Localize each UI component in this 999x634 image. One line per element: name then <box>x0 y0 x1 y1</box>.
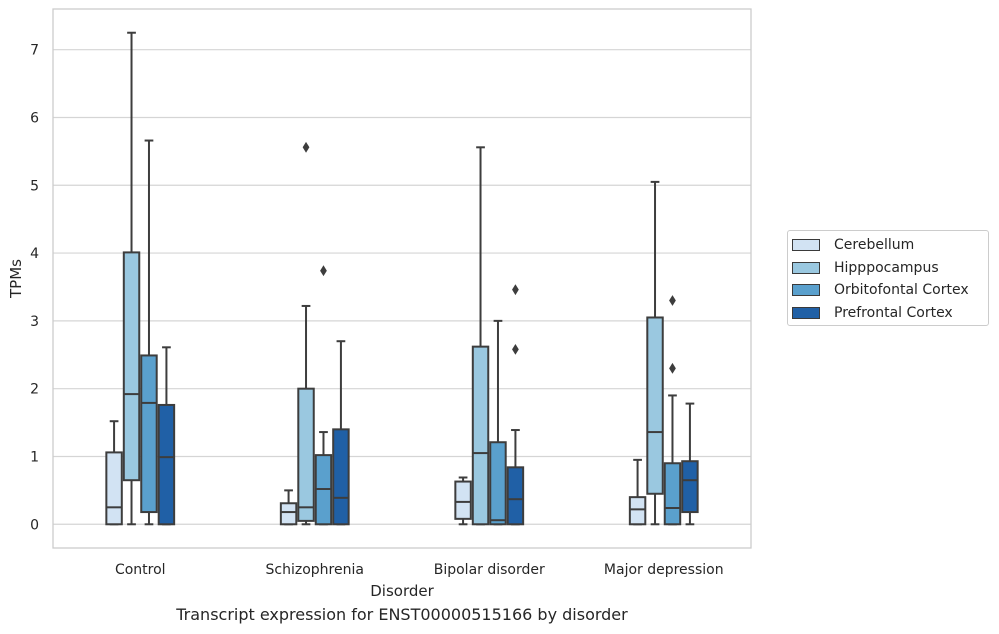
box-schizophrenia-orbitofontal-cortex <box>314 265 333 526</box>
box-groups <box>105 31 699 526</box>
legend-item: Hipppocampus <box>792 259 939 277</box>
plot-frame <box>52 8 752 549</box>
box-major-depression-cerebellum <box>628 458 647 526</box>
legend-label: Orbitofontal Cortex <box>834 282 969 299</box>
legend-swatch <box>792 284 820 297</box>
x-tick-label: Major depression <box>604 562 724 578</box>
box-body <box>140 354 158 514</box>
y-tick-label: 1 <box>30 449 39 465</box>
y-tick-labels: 0 1 2 3 4 5 6 7 <box>30 43 39 534</box>
y-tick-label: 6 <box>30 110 39 126</box>
legend-label: Hipppocampus <box>834 259 939 276</box>
box-schizophrenia-hipppocampus <box>297 141 315 526</box>
box-body <box>506 466 525 526</box>
legend: Cerebellum Hipppocampus Orbitofontal Corte… <box>787 230 989 326</box>
box-schizophrenia-prefrontal-cortex <box>332 340 350 526</box>
box-body <box>454 480 472 520</box>
x-axis-label: Disorder <box>370 582 434 600</box>
box-bipolar-disorder-hipppocampus <box>471 146 490 526</box>
y-tick-label: 3 <box>30 314 39 330</box>
outlier-point <box>302 141 310 153</box>
y-axis-label: TPMs <box>7 259 25 299</box>
box-body <box>663 462 682 526</box>
box-body <box>471 345 490 526</box>
box-body <box>332 428 350 526</box>
x-tick-label: Bipolar disorder <box>434 562 545 578</box>
outlier-point <box>512 284 519 296</box>
outlier-point <box>669 362 676 374</box>
x-tick-labels: Control Schizophrenia Bipolar disorder Majo… <box>115 562 724 578</box>
box-body <box>157 403 176 526</box>
legend-label: Cerebellum <box>834 237 915 253</box>
y-tick-label: 5 <box>30 178 39 194</box>
y-tick-label: 2 <box>30 382 39 398</box>
outlier-point <box>320 265 327 277</box>
outlier-point <box>512 343 519 355</box>
legend-label: Prefrontal Cortex <box>834 304 953 321</box>
legend-item: Cerebellum <box>792 236 914 254</box>
legend-swatch <box>792 306 820 319</box>
box-body <box>297 387 315 522</box>
box-body <box>489 441 507 526</box>
y-tick-label: 4 <box>30 246 39 262</box>
legend-swatch <box>792 239 820 251</box>
box-body <box>628 496 647 526</box>
box-body <box>681 460 699 514</box>
box-bipolar-disorder-prefrontal-cortex <box>506 284 525 526</box>
y-tick-label: 7 <box>30 43 39 59</box>
box-body <box>279 502 298 526</box>
legend-item: Prefrontal Cortex <box>792 304 953 322</box>
box-schizophrenia-cerebellum <box>279 489 298 526</box>
box-control-prefrontal-cortex <box>157 346 176 526</box>
box-bipolar-disorder-cerebellum <box>454 476 472 526</box>
x-tick-label: Control <box>115 562 166 578</box>
box-major-depression-hipppocampus <box>646 180 664 526</box>
box-major-depression-orbitofontal-cortex <box>663 295 682 526</box>
box-control-hipppocampus <box>122 31 141 526</box>
box-control-cerebellum <box>105 420 123 526</box>
x-tick-label: Schizophrenia <box>266 562 364 578</box>
y-tick-label: 0 <box>30 517 39 533</box>
box-body <box>122 251 141 482</box>
box-body <box>646 316 664 495</box>
legend-swatch <box>792 261 820 274</box>
outlier-point <box>669 295 676 306</box>
box-control-orbitofontal-cortex <box>140 139 158 526</box>
box-body <box>105 451 123 526</box>
legend-item: Orbitofontal Cortex <box>792 281 969 299</box>
chart-caption: Transcript expression for ENST0000051516… <box>176 605 628 624</box>
box-major-depression-prefrontal-cortex <box>681 402 699 526</box>
box-bipolar-disorder-orbitofontal-cortex <box>489 319 507 526</box>
